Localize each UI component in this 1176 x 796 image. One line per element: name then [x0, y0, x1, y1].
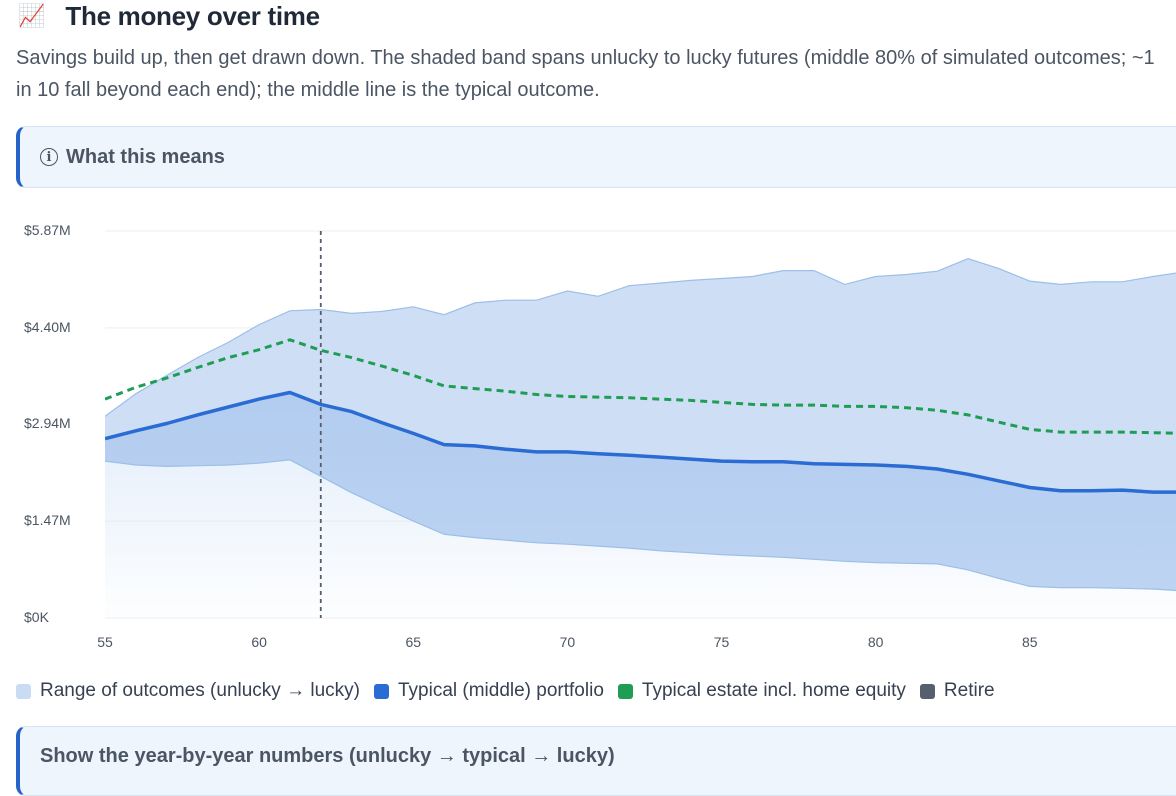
section-subtitle: Savings build up, then get drawn down. T… — [16, 47, 1155, 101]
section-title: The money over time — [65, 0, 320, 31]
lower-region-fill — [105, 459, 1176, 618]
y-axis-ticks: $0K $1.47M $2.94M $4.40M $5.87M — [24, 222, 71, 625]
x-tick-label: 60 — [251, 634, 267, 650]
legend-label: Typical estate incl. home equity — [641, 680, 906, 701]
legend-label: Range of outcomes (unlucky → lucky) — [40, 680, 360, 701]
legend-item: Retire — [919, 680, 995, 702]
legend-swatch — [617, 683, 633, 699]
what-this-means-toggle[interactable]: i What this means — [16, 126, 1176, 188]
info-icon: i — [40, 148, 58, 166]
legend-swatch — [373, 683, 389, 699]
x-tick-label: 70 — [560, 634, 576, 650]
section-heading: 📈 The money over time — [18, 0, 320, 32]
x-tick-label: 65 — [405, 634, 421, 650]
x-tick-label: 75 — [714, 634, 730, 650]
typical-line — [105, 390, 1176, 494]
legend-item: Typical estate incl. home equity — [617, 680, 906, 702]
year-by-year-toggle[interactable]: Show the year-by-year numbers (unlucky →… — [16, 726, 1176, 796]
y-tick-label: $5.87M — [24, 222, 71, 238]
x-tick-label: 85 — [1022, 634, 1038, 650]
x-axis-ticks: 556065707580859095 — [97, 634, 1038, 650]
legend-swatch — [16, 683, 31, 699]
x-tick-label: 55 — [97, 634, 113, 650]
y-tick-label: $1.47M — [24, 512, 71, 528]
band-lower-edge — [105, 459, 1176, 592]
legend-swatch — [919, 683, 935, 699]
y-tick-label: $2.94M — [24, 415, 71, 431]
band-upper-edge — [105, 258, 1176, 417]
legend-label: Retire — [943, 680, 995, 701]
legend-item: Typical (middle) portfolio — [373, 680, 604, 702]
what-this-means-label: What this means — [66, 145, 225, 168]
outcome-band-inner — [105, 392, 1176, 591]
chart-increasing-icon: 📈 — [18, 3, 46, 29]
x-tick-label: 80 — [868, 634, 884, 650]
money-over-time-chart: $0K $1.47M $2.94M $4.40M $5.87M 55 60 65 70 75 80… — [24, 222, 1176, 650]
estate-line — [105, 338, 1176, 435]
fill-areas — [105, 258, 1176, 618]
y-tick-label: $0K — [24, 609, 50, 625]
series-lines — [105, 231, 1176, 618]
y-tick-label: $4.40M — [24, 319, 71, 335]
legend-label: Typical (middle) portfolio — [397, 680, 604, 701]
chart-legend: Range of outcomes (unlucky → lucky) Typic… — [16, 678, 1009, 704]
legend-item: Range of outcomes (unlucky → lucky) — [16, 680, 360, 702]
